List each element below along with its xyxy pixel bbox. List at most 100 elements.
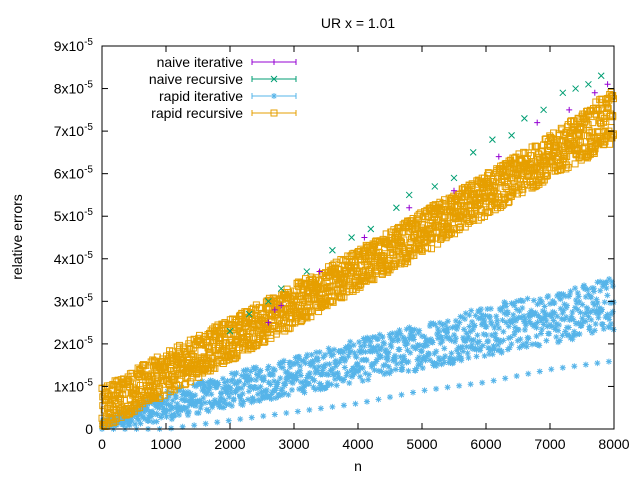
data-point	[480, 316, 487, 323]
data-point	[515, 327, 522, 334]
data-point	[294, 408, 301, 415]
data-point	[353, 354, 360, 361]
data-point	[449, 324, 456, 331]
data-point	[219, 395, 226, 402]
data-point	[593, 307, 600, 314]
data-point	[116, 396, 124, 404]
data-point	[435, 335, 441, 342]
data-point	[460, 334, 467, 341]
data-point	[516, 308, 523, 315]
data-point	[605, 314, 612, 321]
data-point	[239, 402, 246, 409]
data-point	[367, 338, 374, 345]
data-point	[252, 366, 259, 373]
data-point	[249, 394, 256, 401]
data-point	[406, 204, 413, 211]
data-point	[153, 418, 160, 425]
data-point	[545, 292, 552, 299]
data-point	[282, 380, 289, 387]
data-point	[587, 309, 594, 316]
data-point	[566, 106, 573, 113]
data-point	[383, 346, 390, 353]
data-point	[596, 309, 603, 316]
data-point	[445, 230, 453, 238]
data-point	[291, 360, 298, 367]
data-point	[247, 368, 254, 375]
data-point	[512, 317, 519, 324]
data-point	[542, 313, 549, 320]
data-point	[164, 396, 171, 403]
data-point	[407, 349, 414, 356]
data-point	[122, 418, 129, 425]
data-point	[218, 389, 225, 396]
data-point	[581, 310, 588, 317]
data-point	[551, 309, 558, 316]
data-point	[572, 296, 579, 303]
data-point	[124, 378, 132, 386]
data-point	[453, 326, 460, 333]
data-point	[554, 313, 561, 320]
data-point	[478, 315, 485, 322]
data-point	[512, 328, 519, 335]
data-point	[188, 401, 195, 408]
data-point	[253, 364, 260, 371]
data-point	[559, 332, 566, 339]
data-point	[192, 392, 199, 399]
data-point	[190, 402, 197, 409]
data-point	[306, 406, 313, 413]
data-point	[242, 373, 249, 380]
data-point	[440, 355, 447, 362]
data-point	[483, 332, 490, 339]
data-point	[580, 118, 588, 126]
data-point	[519, 305, 526, 312]
data-point	[533, 324, 540, 331]
data-point	[454, 323, 461, 330]
data-point	[444, 384, 451, 391]
data-point	[493, 313, 500, 320]
data-point	[388, 228, 396, 236]
data-point	[204, 344, 212, 352]
data-point	[346, 380, 353, 387]
data-point	[506, 164, 514, 172]
data-point	[179, 358, 187, 366]
data-point	[548, 323, 555, 330]
data-point	[351, 370, 358, 377]
data-point	[588, 316, 595, 323]
data-point	[411, 326, 418, 333]
data-point	[154, 411, 161, 418]
data-point	[594, 360, 601, 367]
data-point	[486, 314, 493, 321]
data-point	[531, 311, 538, 318]
data-point	[588, 128, 596, 136]
data-point	[195, 373, 203, 381]
data-point	[488, 332, 495, 339]
data-point	[484, 306, 491, 313]
data-point	[531, 321, 538, 328]
data-point	[154, 404, 161, 411]
data-point	[543, 337, 550, 344]
data-point	[139, 387, 147, 395]
data-point	[363, 356, 370, 363]
data-point	[319, 301, 327, 309]
data-point	[211, 364, 219, 372]
data-point	[601, 299, 608, 306]
data-point	[553, 320, 560, 327]
data-point	[550, 317, 557, 324]
legend-marker	[271, 93, 277, 99]
data-point	[538, 317, 545, 324]
data-point	[463, 343, 470, 350]
data-point	[176, 345, 184, 353]
data-point	[609, 283, 616, 290]
data-point	[404, 347, 411, 354]
data-point	[533, 333, 540, 340]
data-point	[575, 154, 583, 162]
data-point	[521, 316, 528, 323]
data-point	[508, 341, 515, 348]
data-point	[379, 253, 387, 261]
data-point	[497, 307, 504, 314]
data-point	[340, 354, 347, 361]
data-point	[210, 400, 217, 407]
data-point	[279, 359, 286, 366]
data-point	[163, 413, 170, 420]
data-point	[374, 335, 381, 342]
